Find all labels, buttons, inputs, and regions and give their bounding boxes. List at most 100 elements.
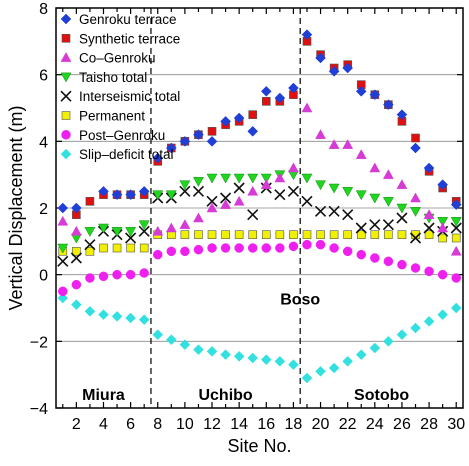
data-point — [85, 197, 95, 206]
legend-label: Co–Genroku — [79, 51, 156, 66]
data-point — [329, 243, 339, 253]
data-point — [206, 345, 218, 357]
data-point — [288, 241, 299, 252]
data-point — [71, 279, 82, 290]
data-point — [220, 115, 231, 127]
data-point — [180, 246, 190, 257]
region-label: Miura — [82, 387, 125, 404]
data-point — [125, 189, 136, 201]
data-point — [328, 183, 340, 194]
x-tick-label: 8 — [153, 416, 162, 433]
data-point — [138, 220, 150, 231]
data-point — [193, 344, 204, 356]
data-point — [369, 89, 381, 101]
data-point — [301, 372, 313, 384]
data-point — [261, 243, 272, 253]
data-point — [111, 227, 123, 237]
data-point — [111, 189, 123, 201]
data-point — [274, 355, 286, 367]
data-point — [287, 162, 299, 173]
data-point — [355, 190, 367, 201]
data-point — [165, 142, 177, 154]
data-point — [261, 230, 271, 239]
data-point — [98, 223, 109, 234]
data-point — [301, 195, 313, 207]
data-point — [329, 230, 339, 239]
data-point — [247, 209, 259, 221]
y-axis: −4 −2 0 2 4 6 8 — [30, 1, 463, 418]
data-point — [328, 65, 340, 77]
x-tick-label: 18 — [285, 416, 303, 433]
data-point — [355, 85, 367, 97]
data-point — [261, 97, 271, 106]
data-point — [70, 202, 82, 214]
data-point — [423, 209, 435, 219]
y-tick-label: 6 — [39, 68, 48, 85]
data-point — [193, 244, 204, 255]
x-tick-label: 24 — [366, 416, 384, 433]
data-point — [356, 230, 366, 239]
y-tick-label: −4 — [30, 401, 48, 418]
legend-marker — [60, 52, 72, 62]
data-point — [275, 243, 285, 253]
data-point — [57, 215, 69, 226]
data-point — [206, 173, 218, 184]
y-axis-title: Vertical Displacement (m) — [6, 105, 26, 310]
data-point — [342, 187, 354, 197]
data-point — [84, 227, 96, 237]
data-point — [410, 142, 421, 154]
data-point — [369, 219, 381, 231]
data-point — [383, 99, 394, 111]
data-point — [138, 314, 150, 326]
data-point — [342, 139, 354, 149]
data-point — [193, 177, 204, 187]
x-tick-label: 2 — [72, 416, 81, 433]
data-point — [234, 243, 244, 253]
legend-marker — [60, 72, 72, 83]
data-point — [437, 217, 449, 227]
data-point — [98, 185, 109, 197]
data-point — [438, 233, 447, 243]
data-point — [193, 129, 204, 141]
legend-label: Taisho total — [79, 70, 147, 85]
data-point — [152, 190, 164, 201]
data-point — [369, 342, 381, 354]
data-point — [370, 253, 380, 263]
data-point — [315, 365, 326, 377]
data-point — [180, 230, 190, 239]
data-point — [57, 255, 69, 267]
data-point — [382, 197, 394, 207]
data-point — [98, 309, 109, 321]
data-point — [221, 230, 230, 239]
data-point — [328, 362, 340, 374]
data-point — [207, 230, 217, 239]
data-point — [207, 243, 217, 253]
data-point — [220, 199, 232, 209]
data-point — [85, 247, 95, 256]
data-point — [70, 225, 82, 236]
data-point — [179, 180, 191, 191]
data-point — [206, 195, 218, 207]
data-point — [192, 185, 205, 197]
data-point — [84, 239, 96, 251]
data-point — [343, 230, 352, 239]
data-point — [165, 190, 177, 201]
data-point — [396, 329, 408, 341]
data-point — [411, 133, 420, 143]
data-point — [260, 173, 272, 184]
data-point — [314, 205, 327, 217]
data-point — [301, 102, 313, 113]
x-tick-label: 14 — [230, 416, 248, 433]
data-point — [396, 109, 408, 121]
data-point — [437, 179, 449, 191]
data-point — [125, 312, 136, 324]
data-point — [301, 29, 313, 41]
data-point — [370, 230, 380, 239]
data-point — [58, 286, 68, 297]
data-point — [450, 199, 462, 211]
data-point — [247, 243, 258, 253]
region-label: Uchibo — [198, 387, 252, 404]
data-point — [437, 309, 449, 321]
